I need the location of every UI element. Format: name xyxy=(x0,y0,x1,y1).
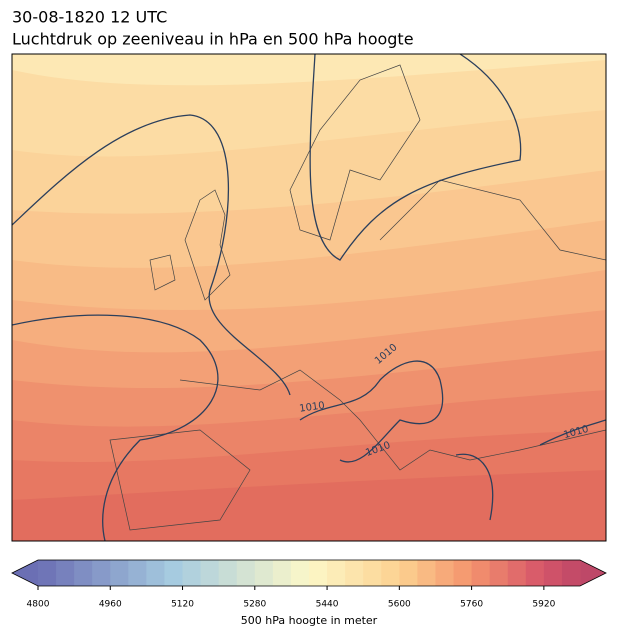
colorbar-swatch xyxy=(453,560,473,586)
colorbar-swatch xyxy=(200,560,220,586)
colorbar-swatch xyxy=(290,560,310,586)
colorbar-tick-label: 4960 xyxy=(99,600,122,610)
colorbar-swatch xyxy=(309,560,328,586)
colorbar-swatch xyxy=(128,560,147,586)
colorbar-tick-label: 5120 xyxy=(171,600,194,610)
colorbar-swatch xyxy=(435,560,455,586)
colorbar-swatch xyxy=(417,560,436,586)
subtitle: Luchtdruk op zeeniveau in hPa en 500 hPa… xyxy=(12,30,414,49)
colorbar-tick-label: 5280 xyxy=(243,600,266,610)
colorbar-swatch xyxy=(327,560,346,586)
colorbar-swatch xyxy=(254,560,274,586)
colorbar-swatch xyxy=(38,560,57,586)
colorbar-swatch xyxy=(525,560,545,586)
contour-label: 1010 xyxy=(299,400,326,414)
colorbar-swatch xyxy=(56,560,75,586)
colorbar-extend xyxy=(580,560,606,586)
colorbar-swatch xyxy=(92,560,111,586)
colorbar-extend xyxy=(12,560,38,586)
colorbar: 4800 4960 5120 5280 5440 5600 5760 5920 xyxy=(11,559,607,610)
colorbar-swatch xyxy=(399,560,418,586)
colorbar-swatch xyxy=(146,560,165,586)
colorbar-tick-label: 5920 xyxy=(532,600,555,610)
colorbar-swatch xyxy=(345,560,364,586)
colorbar-swatch xyxy=(543,560,563,586)
colorbar-swatch xyxy=(182,560,202,586)
colorbar-swatch xyxy=(381,560,400,586)
colorbar-swatch xyxy=(110,560,129,586)
colorbar-swatch xyxy=(507,560,527,586)
colorbar-swatch xyxy=(489,560,509,586)
colorbar-tick-label: 5440 xyxy=(316,600,339,610)
colorbar-swatch xyxy=(74,560,93,586)
colorbar-tick-label: 5600 xyxy=(388,600,411,610)
colorbar-swatch xyxy=(561,560,581,586)
title: 30-08-1820 12 UTC xyxy=(12,8,167,27)
colorbar-label: 500 hPa hoogte in meter xyxy=(241,614,378,627)
colorbar-swatch xyxy=(363,560,382,586)
map: 1010 1010 1010 1010 xyxy=(11,53,607,542)
colorbar-tick-label: 5760 xyxy=(460,600,483,610)
colorbar-swatch xyxy=(272,560,292,586)
colorbar-swatch xyxy=(471,560,491,586)
colorbar-tick-label: 4800 xyxy=(27,600,50,610)
colorbar-swatch xyxy=(236,560,256,586)
colorbar-swatch xyxy=(218,560,238,586)
colorbar-swatch xyxy=(164,560,184,586)
